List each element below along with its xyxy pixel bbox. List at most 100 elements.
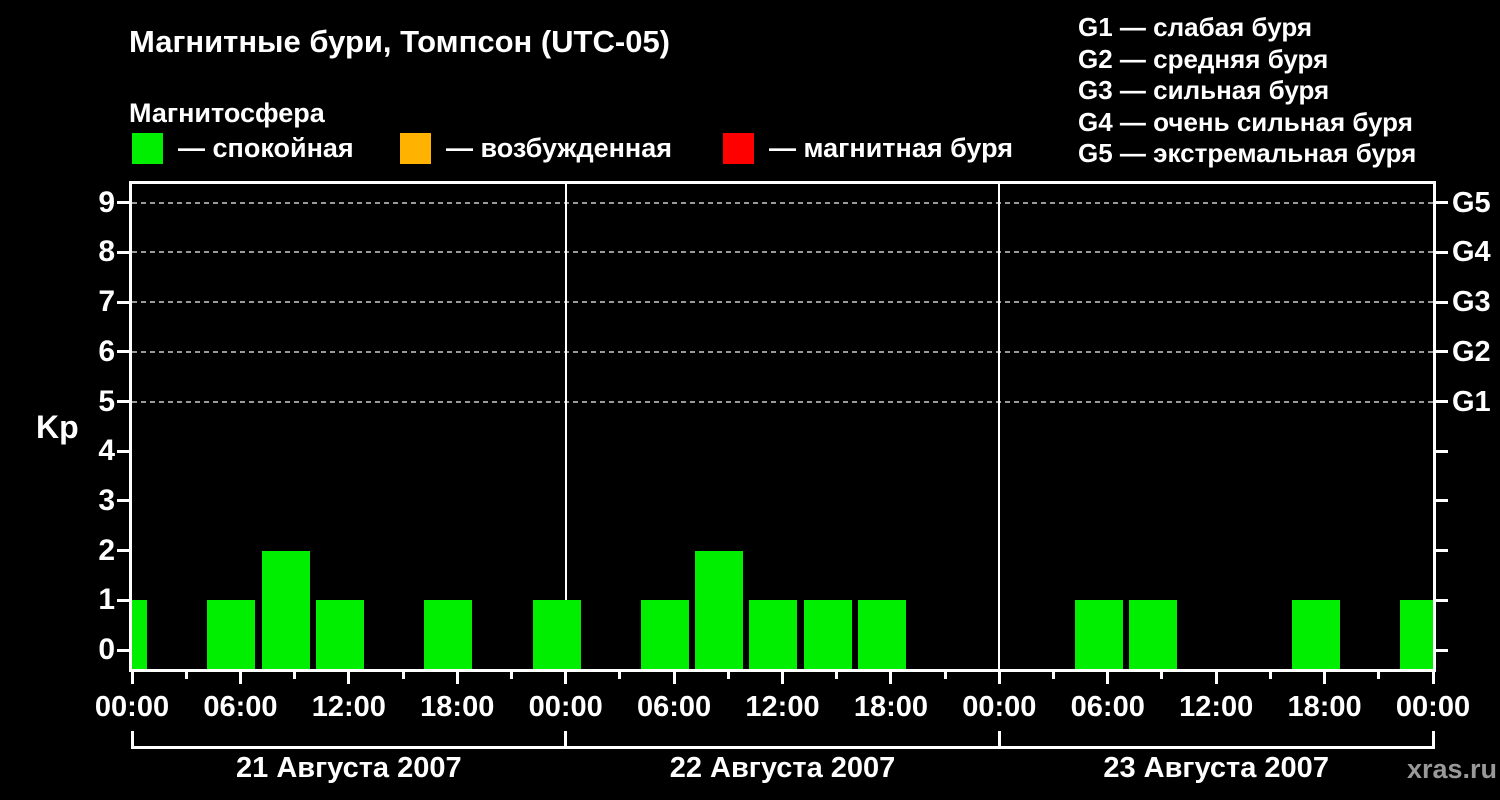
grid-line-kp9 (132, 201, 1433, 204)
x-axis-time-label: 06:00 (203, 691, 278, 723)
g-level-label: G1 (1452, 385, 1491, 418)
legend-swatch-icon (723, 132, 754, 164)
x-axis-tick-major (455, 672, 459, 684)
y-axis-tick-left (117, 549, 129, 553)
x-axis-time-label: 12:00 (1179, 691, 1254, 723)
x-axis-tick-major (1431, 672, 1435, 684)
y-axis-tick-right (1436, 499, 1448, 503)
x-axis-tick-minor (1268, 672, 1272, 679)
x-axis-tick-major (781, 672, 784, 684)
y-axis-label: 7 (98, 285, 115, 319)
x-axis-tick-major (238, 672, 242, 684)
y-axis-tick-right (1436, 350, 1448, 354)
legend-item: — возбужденная (400, 132, 672, 164)
y-axis-tick-right (1436, 549, 1448, 553)
date-bracket-line (132, 746, 1433, 749)
y-axis-label: 2 (98, 533, 115, 567)
y-axis-tick-left (117, 648, 129, 652)
legend-item-label: — магнитная буря (769, 132, 1013, 163)
y-axis-label: 6 (98, 334, 115, 368)
y-axis-label: 1 (98, 583, 115, 617)
x-axis-tick-minor (726, 672, 730, 679)
y-axis-tick-right (1436, 400, 1448, 403)
x-axis-time-label: 18:00 (1287, 691, 1362, 723)
storm-scale-item: G2 — средняя буря (1078, 43, 1329, 74)
x-axis-tick-minor (1052, 672, 1056, 679)
x-axis-tick-minor (1377, 672, 1381, 679)
y-axis-tick-left (117, 499, 129, 503)
legend-item: — спокойная (132, 132, 354, 164)
y-axis-label: 9 (98, 185, 115, 219)
g-level-label: G5 (1452, 186, 1491, 219)
kp-bar (695, 550, 744, 669)
storm-scale-item: G4 — очень сильная буря (1078, 106, 1413, 137)
day-separator-line (998, 184, 1001, 669)
legend-swatch-icon (132, 132, 163, 164)
date-label: 22 Августа 2007 (669, 752, 896, 784)
x-axis-tick-minor (1160, 672, 1164, 679)
y-axis-tick-right (1436, 648, 1448, 652)
y-axis-tick-right (1436, 250, 1448, 254)
grid-line-kp8 (132, 251, 1433, 254)
g-level-label: G3 (1452, 286, 1491, 319)
magnetosphere-legend: — спокойная — возбужденная — магнитная бур… (0, 132, 1100, 168)
kp-bar (749, 600, 798, 669)
x-axis-tick-major (672, 672, 676, 684)
x-axis-time-label: 00:00 (1395, 691, 1471, 723)
storm-scale-item: G1 — слабая буря (1078, 12, 1313, 42)
x-axis-time-label: 00:00 (962, 691, 1037, 723)
x-axis-time-label: 00:00 (528, 691, 603, 723)
y-axis-tick-left (117, 350, 129, 354)
storm-scale-item: G3 — сильная буря (1078, 75, 1330, 105)
y-axis-tick-right (1436, 201, 1448, 205)
kp-bar (207, 600, 256, 669)
y-axis-tick-right (1436, 300, 1448, 304)
x-axis-tick-minor (509, 672, 513, 679)
x-axis-tick-major (564, 672, 568, 684)
grid-line-kp6 (132, 350, 1433, 353)
date-label: 23 Августа 2007 (1103, 752, 1329, 784)
x-axis-time-label: 18:00 (853, 691, 928, 723)
page-title: Магнитные бури, Томпсон (UTC-05) (129, 24, 671, 59)
y-axis-label: 3 (98, 483, 115, 517)
x-axis-time-label: 06:00 (636, 691, 712, 723)
g-level-label: G4 (1452, 236, 1491, 269)
x-axis-time-label: 00:00 (94, 691, 170, 723)
y-axis-tick-left (117, 598, 129, 602)
y-axis-tick-right (1436, 598, 1448, 602)
x-axis-tick-major (1106, 672, 1110, 684)
chart-subtitle: Магнитосфера (129, 98, 325, 128)
grid-line-kp5 (132, 400, 1433, 403)
x-axis-time-label: 12:00 (311, 691, 386, 723)
legend-item-label: — спокойная (178, 132, 354, 163)
g-level-label: G2 (1452, 335, 1491, 368)
kp-bar (641, 600, 690, 669)
watermark: xras.ru (1406, 754, 1497, 784)
y-axis-tick-left (117, 400, 129, 403)
y-axis-title: Kp (36, 409, 79, 445)
y-axis-tick-left (117, 201, 129, 205)
kp-bar (857, 600, 906, 669)
kp-bar (1399, 600, 1433, 669)
y-axis-tick-left (117, 449, 129, 453)
x-axis-tick-major (130, 672, 134, 684)
kp-bar (803, 600, 852, 669)
y-axis-tick-right (1436, 449, 1448, 453)
date-label: 21 Августа 2007 (236, 752, 462, 784)
kp-bar (1291, 600, 1340, 669)
grid-line-kp7 (132, 301, 1433, 304)
kp-bar (1128, 600, 1177, 669)
legend-swatch-icon (400, 132, 431, 164)
legend-item: — магнитная буря (723, 132, 1013, 164)
x-axis-tick-major (1323, 672, 1327, 684)
x-axis-tick-major (997, 672, 1001, 684)
y-axis-tick-left (117, 300, 129, 304)
x-axis-tick-minor (293, 672, 297, 679)
y-axis-tick-left (117, 250, 129, 254)
x-axis-time-label: 12:00 (745, 691, 820, 723)
kp-bar (532, 600, 581, 669)
x-axis-tick-minor (401, 672, 405, 679)
x-axis-time-label: 06:00 (1070, 691, 1145, 723)
storm-scale-legend: G1 — слабая буря G2 — средняя буря G3 — си… (1078, 12, 1416, 170)
legend-item-label: — возбужденная (446, 132, 672, 163)
